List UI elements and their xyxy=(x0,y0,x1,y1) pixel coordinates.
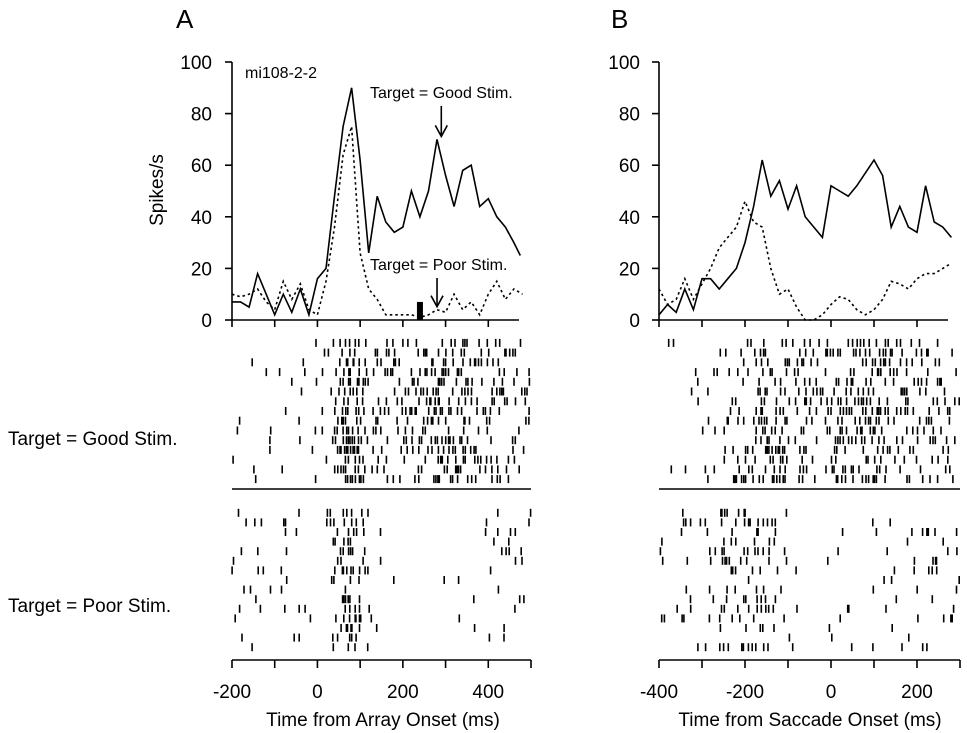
panel-b-raster-good xyxy=(659,338,961,490)
x-tick-label: 200 xyxy=(387,682,419,703)
x-tick-label: 400 xyxy=(472,682,504,703)
x-tick-label: -200 xyxy=(726,682,764,703)
panel-b-raster-poor: -400 -200 0 200 xyxy=(640,508,961,703)
row-label-poor-stim: Target = Poor Stim. xyxy=(8,596,171,617)
y-tick-label: 0 xyxy=(201,311,212,332)
series-solid xyxy=(232,87,522,318)
y-tick-label: 100 xyxy=(608,53,640,74)
y-tick-label: 40 xyxy=(619,208,640,229)
panel-a-raster-poor: -200 0 200 400 xyxy=(213,508,532,703)
series-dotted xyxy=(231,126,523,319)
y-tick-label: 80 xyxy=(191,105,212,126)
x-tick-label: 0 xyxy=(312,682,323,703)
panel-a-x-axis-title: Time from Array Onset (ms) xyxy=(266,710,500,731)
y-tick-label: 100 xyxy=(180,53,212,74)
series-solid xyxy=(658,158,953,316)
annotation-label: Target = Good Stim. xyxy=(370,85,513,102)
y-tick-label: 20 xyxy=(619,259,640,280)
panel-b-letter: B xyxy=(611,4,628,34)
y-tick-label: 80 xyxy=(619,105,640,126)
panel-a-letter: A xyxy=(176,4,194,34)
x-tick-label: -200 xyxy=(213,682,251,703)
series-dotted xyxy=(658,199,952,321)
y-tick-label: 40 xyxy=(191,208,212,229)
y-tick-label: 60 xyxy=(191,156,212,177)
annotation-arrowhead xyxy=(430,295,444,309)
panel-a-plot: 0 20 40 60 80 100 Target = Good Stim. Target = … xyxy=(180,53,523,332)
y-tick-label: 20 xyxy=(191,259,212,280)
recording-id-label: mi108-2-2 xyxy=(245,65,317,82)
y-tick-label: 60 xyxy=(619,156,640,177)
x-tick-label: 0 xyxy=(826,682,837,703)
panel-b: B 0 20 40 60 80 100 -400 -200 0 200 Time from Sa… xyxy=(608,4,961,731)
y-tick-label: 0 xyxy=(629,311,640,332)
annotation-label: Target = Poor Stim. xyxy=(370,257,507,274)
panel-b-x-axis-title: Time from Saccade Onset (ms) xyxy=(678,710,941,731)
annotation-arrowhead xyxy=(434,125,449,139)
x-tick-label: 200 xyxy=(901,682,933,703)
row-label-good-stim: Target = Good Stim. xyxy=(8,429,178,450)
x-tick-label: -400 xyxy=(640,682,678,703)
panel-a-raster-good xyxy=(232,338,531,490)
panel-a-y-axis-title: Spikes/s xyxy=(147,154,168,226)
panel-a: A mi108-2-2 Spikes/s 0 20 40 60 80 100 Target … xyxy=(147,4,532,731)
panel-b-plot: 0 20 40 60 80 100 xyxy=(608,53,953,332)
mean-saccade-marker xyxy=(416,301,423,320)
